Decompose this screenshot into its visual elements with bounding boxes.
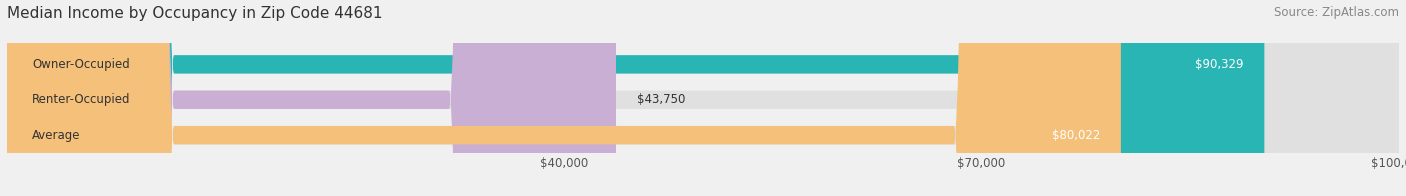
- FancyBboxPatch shape: [7, 0, 1399, 196]
- Text: $80,022: $80,022: [1052, 129, 1099, 142]
- Text: Median Income by Occupancy in Zip Code 44681: Median Income by Occupancy in Zip Code 4…: [7, 6, 382, 21]
- FancyBboxPatch shape: [7, 0, 1264, 196]
- FancyBboxPatch shape: [7, 0, 616, 196]
- FancyBboxPatch shape: [7, 0, 1399, 196]
- Text: Owner-Occupied: Owner-Occupied: [32, 58, 129, 71]
- FancyBboxPatch shape: [7, 0, 1399, 196]
- Text: Average: Average: [32, 129, 80, 142]
- Text: Renter-Occupied: Renter-Occupied: [32, 93, 131, 106]
- Text: Source: ZipAtlas.com: Source: ZipAtlas.com: [1274, 6, 1399, 19]
- Text: $90,329: $90,329: [1195, 58, 1243, 71]
- FancyBboxPatch shape: [7, 0, 1121, 196]
- Text: $43,750: $43,750: [637, 93, 685, 106]
